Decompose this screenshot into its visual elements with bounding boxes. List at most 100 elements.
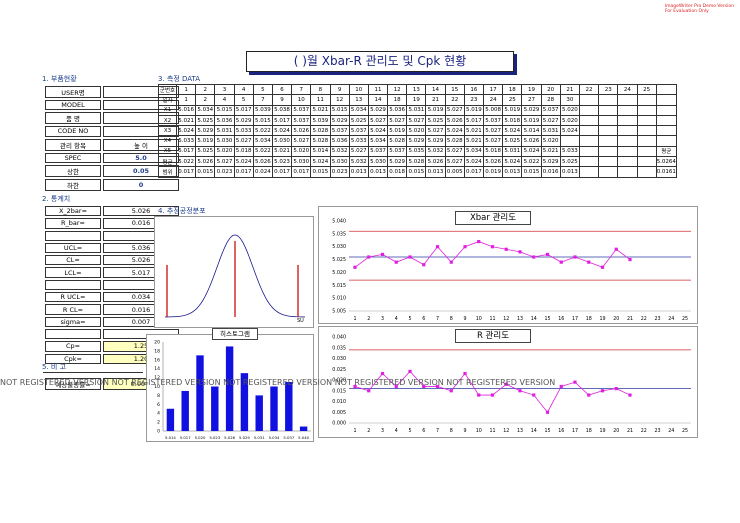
r-chart-title: R 관리도 (455, 329, 531, 343)
measure-cell: 5.029 (521, 104, 542, 116)
measure-extra-cell (655, 83, 677, 96)
data-point (449, 260, 453, 264)
measure-cell: 5.033 (233, 125, 254, 137)
measure-cell: 5.028 (310, 125, 331, 137)
data-point (435, 384, 440, 389)
measure-cell: 5.028 (310, 135, 331, 147)
chart-x-tick: 13 (517, 316, 523, 322)
chart-y-tick: 5.035 (332, 231, 346, 237)
hist-bar (181, 390, 189, 431)
measure-cell (636, 145, 657, 158)
measure-cell (617, 104, 638, 116)
measure-cell (636, 114, 657, 127)
measure-cell: 5 (252, 83, 273, 96)
hist-y-tick: 2 (157, 420, 160, 426)
hist-bar (270, 386, 278, 431)
measure-cell: 23 (463, 94, 485, 106)
section-stats-title: 2. 통계치 (42, 195, 71, 203)
measure-cell: 5.031 (540, 125, 561, 137)
data-point (559, 384, 563, 389)
measure-cell: 22 (578, 83, 600, 96)
stat-key: Cpk= (45, 353, 101, 364)
note-divider (43, 372, 143, 373)
measure-cell: 0.013 (367, 166, 389, 178)
measure-cell: 24 (482, 94, 504, 106)
measure-cell (598, 114, 619, 127)
product-key: 관리 항목 (45, 138, 101, 151)
chart-x-tick: 1 (353, 316, 356, 322)
measure-cell (578, 114, 600, 127)
measure-cell: 5.027 (406, 114, 427, 127)
measure-cell: 5.037 (291, 104, 312, 116)
product-key: 품 명 (45, 112, 101, 125)
r-chart-panel: 0.000 0.005 0.010 0.015 0.020 0.025 0.030 0.035… (318, 326, 698, 438)
measure-cell (636, 94, 657, 106)
measure-data-table: 군번호 1 2 3 4 5 6 7 8 9 10 11 12 13 14 15 16 17 18 19 20 21 22 23… (158, 83, 677, 178)
measure-cell: 10 (291, 94, 312, 106)
measure-cell: 5.037 (348, 125, 369, 137)
chart-x-tick: 20 (613, 428, 619, 434)
measure-cell: 5.034 (463, 145, 485, 158)
data-point (408, 369, 412, 373)
measure-cell: 5.024 (310, 156, 331, 168)
chart-x-tick: 23 (654, 316, 660, 322)
measure-cell: 25 (636, 83, 657, 96)
chart-x-tick: 24 (668, 316, 674, 322)
chart-x-tick: 11 (489, 316, 495, 322)
chart-y-tick: 0.010 (332, 399, 346, 405)
chart-y-tick: 5.040 (332, 219, 346, 225)
measure-cell: 4 (233, 83, 254, 96)
chart-x-tick: 19 (599, 316, 605, 322)
measure-extra-cell (655, 114, 677, 127)
distribution-curve (164, 234, 306, 318)
hist-y-tick: 10 (154, 384, 160, 390)
stat-value: 5.026 (103, 206, 179, 217)
measure-cell: 5.027 (214, 156, 235, 168)
chart-x-tick: 3 (381, 316, 384, 322)
data-point (532, 393, 536, 397)
product-key: MODEL (45, 100, 101, 111)
measure-cell: 16 (463, 83, 485, 96)
measure-cell: 5.027 (444, 156, 465, 168)
measure-cell: 2 (195, 83, 216, 96)
data-point (518, 250, 522, 254)
hist-bar (196, 355, 204, 431)
measure-row: 일자 1 2 4 5 7 9 10 11 12 13 14 18 19 21 22 23 24 25 27 28 30 (158, 94, 677, 106)
chart-x-tick: 21 (627, 316, 633, 322)
measure-cell: 5.037 (291, 114, 312, 127)
measure-cell: 5.027 (482, 135, 504, 147)
measure-cell: 5.020 (406, 125, 427, 137)
measure-cell: 14 (367, 94, 389, 106)
chart-y-tick: 0.005 (332, 410, 346, 416)
chart-x-tick: 16 (558, 316, 564, 322)
measure-cell: 5.027 (482, 125, 504, 137)
data-point (477, 393, 481, 397)
measure-cell: 5.019 (521, 114, 542, 127)
measure-cell: 5.027 (444, 104, 465, 116)
distribution-panel (154, 216, 314, 328)
measure-cell: 5.039 (252, 104, 273, 116)
measure-cell (617, 145, 638, 158)
measure-cell: 5.026 (444, 114, 465, 127)
measure-cell (598, 104, 619, 116)
measure-cell: 5.036 (329, 135, 350, 147)
measure-cell: 5.028 (406, 156, 427, 168)
measure-cell: 13 (348, 94, 369, 106)
measure-cell: 21 (559, 83, 580, 96)
chart-x-tick: 12 (503, 428, 509, 434)
data-point (614, 387, 618, 391)
hist-bar (166, 408, 175, 431)
measure-cell: 5.027 (540, 114, 561, 127)
measure-cell: 5.008 (482, 104, 504, 116)
measure-cell: 5.019 (502, 104, 523, 116)
measure-cell: 22 (444, 94, 465, 106)
measure-cell: 5.030 (271, 135, 293, 147)
measure-cell: 13 (406, 83, 427, 96)
measure-cell: 19 (406, 94, 427, 106)
measure-cell (617, 94, 638, 106)
measure-cell: 5.024 (233, 156, 254, 168)
data-point (380, 252, 385, 257)
measure-cell (617, 156, 638, 168)
dist-spec-label: SU (297, 318, 304, 324)
hist-x-tick: 5.017 (180, 435, 191, 440)
